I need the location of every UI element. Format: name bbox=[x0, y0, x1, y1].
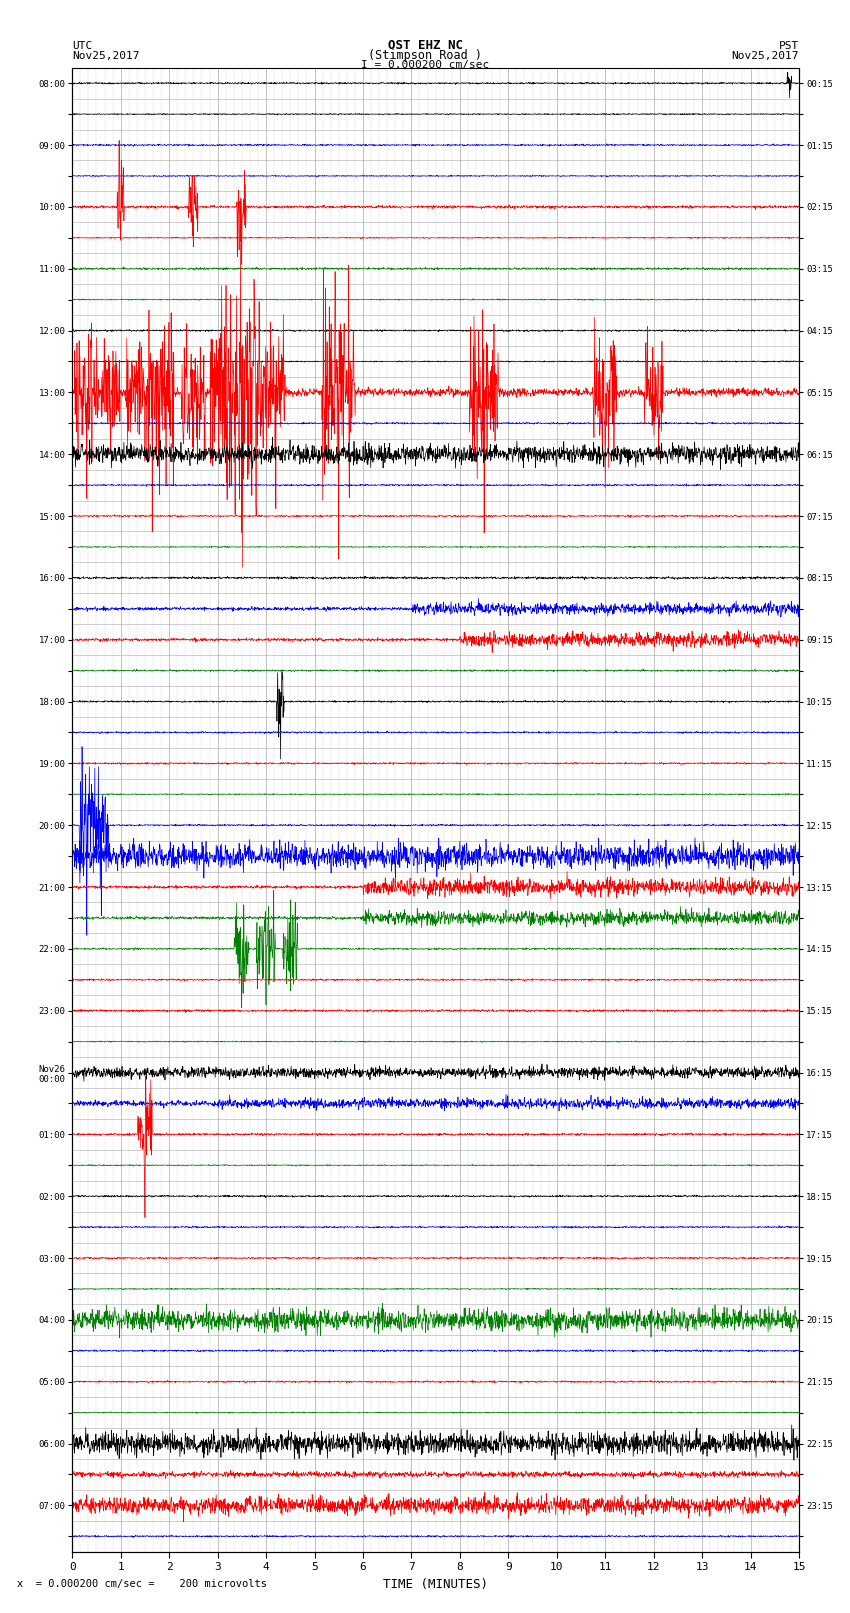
Text: Nov25,2017: Nov25,2017 bbox=[72, 50, 139, 61]
Text: PST: PST bbox=[779, 40, 799, 52]
Text: UTC: UTC bbox=[72, 40, 93, 52]
Text: x  = 0.000200 cm/sec =    200 microvolts: x = 0.000200 cm/sec = 200 microvolts bbox=[17, 1579, 267, 1589]
Text: Nov25,2017: Nov25,2017 bbox=[732, 50, 799, 61]
Text: (Stimpson Road ): (Stimpson Road ) bbox=[368, 48, 482, 63]
Text: I = 0.000200 cm/sec: I = 0.000200 cm/sec bbox=[361, 60, 489, 71]
Text: OST EHZ NC: OST EHZ NC bbox=[388, 39, 462, 53]
X-axis label: TIME (MINUTES): TIME (MINUTES) bbox=[383, 1578, 488, 1590]
